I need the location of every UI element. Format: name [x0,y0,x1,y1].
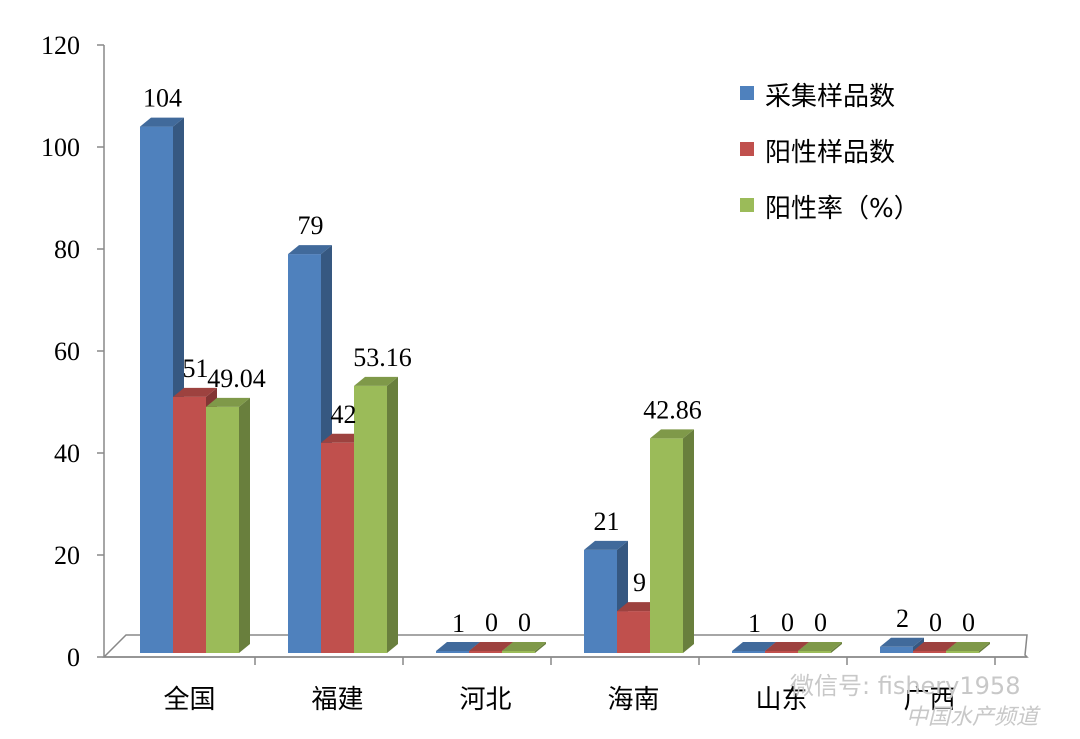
bar-front [321,442,354,653]
bar [354,376,398,653]
y-tick-label: 120 [41,31,80,60]
bar-value-label: 0 [781,608,794,637]
bar-front [354,385,387,653]
bar-front [288,254,321,653]
bar-value-label: 104 [143,84,182,113]
legend-label: 阳性率（%） [765,194,920,224]
legend-label: 阳性样品数 [765,138,895,168]
bar-top [354,376,398,386]
bar-side [683,429,694,653]
bar [946,642,990,653]
bar-value-label: 0 [962,608,975,637]
y-tick-label: 0 [67,643,80,672]
bar-value-label: 0 [814,608,827,637]
bar [502,642,546,653]
bar-top [502,642,546,651]
bar-top [469,642,513,651]
bar-top [798,642,842,651]
bar-front [650,438,683,653]
bar [206,397,250,653]
bar-top [732,642,776,651]
bar-front [732,651,765,653]
bar-side [979,642,990,653]
bar-front [584,549,617,653]
bar-front [502,651,535,653]
bar-side [831,642,842,653]
bar-front [798,651,831,653]
bar-value-label: 42.86 [643,395,702,424]
bar-top [913,642,957,651]
bar-value-label: 51 [183,354,209,383]
bar-value-label: 2 [896,604,909,633]
bar-side [535,642,546,653]
bar-front [880,646,913,653]
bar-front [913,651,946,653]
bar-top [584,540,628,550]
bar-front [946,651,979,653]
bar-value-label: 21 [594,507,620,536]
bar [650,429,694,653]
bar-front [469,651,502,653]
bar [798,642,842,653]
bar-value-label: 53.16 [353,343,412,372]
y-tick-label: 20 [54,541,80,570]
y-tick-label: 100 [41,133,80,162]
bar-side [387,376,398,653]
legend-swatch [740,142,754,156]
legend-swatch [740,86,754,100]
bar-top [880,637,924,647]
x-category-label: 海南 [607,685,659,715]
bar-front [765,651,798,653]
y-tick-label: 80 [54,235,80,264]
legend-swatch [740,198,754,212]
legend-label: 采集样品数 [765,82,895,112]
bar-top [765,642,809,651]
bar-top [173,387,217,397]
bar-value-label: 9 [633,568,646,597]
bar-front [206,406,239,653]
bar-value-label: 1 [452,609,465,638]
bar-top [650,429,694,439]
watermark: 微信号: fishery1958 中国水产频道 [790,672,1041,730]
x-category-label: 全国 [163,685,215,715]
bar-front [617,611,650,653]
bar-value-label: 0 [929,608,942,637]
x-category-label: 河北 [459,685,511,715]
y-tick-label: 40 [54,439,80,468]
chart-bars [140,117,990,654]
bar-value-label: 79 [298,211,324,240]
y-tick-label: 60 [54,337,80,366]
bar-front [140,126,173,654]
bar-front [436,651,469,653]
x-category-label: 山东 [755,685,807,715]
bar-value-label: 42 [331,400,357,429]
bar-top [946,642,990,651]
watermark-site: 中国水产频道 [906,705,1041,730]
x-category-label: 福建 [311,685,363,715]
bar-value-label: 0 [485,608,498,637]
bar-top [288,245,332,255]
bar-value-label: 1 [748,609,761,638]
bar-value-label: 49.04 [207,364,266,393]
bar-top [206,397,250,407]
bar-value-label: 0 [518,608,531,637]
x-category-label: 广西 [903,685,955,715]
bar-side [239,397,250,653]
watermark-wechat: 微信号: fishery1958 [790,672,1020,700]
bar-front [173,396,206,653]
bar-top [436,642,480,651]
bar-top [140,117,184,127]
